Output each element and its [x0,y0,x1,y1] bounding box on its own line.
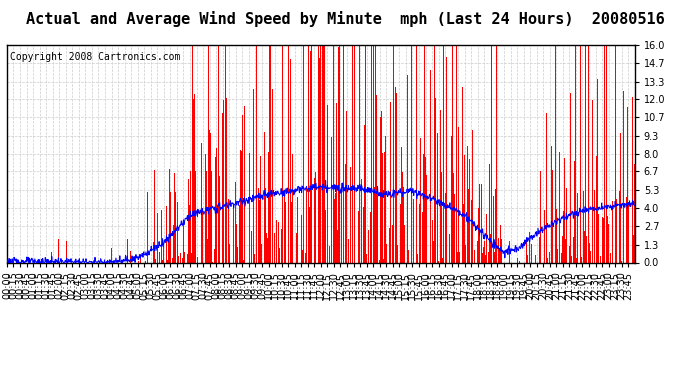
Text: Copyright 2008 Cartronics.com: Copyright 2008 Cartronics.com [10,51,180,62]
Text: Actual and Average Wind Speed by Minute  mph (Last 24 Hours)  20080516: Actual and Average Wind Speed by Minute … [26,11,664,27]
